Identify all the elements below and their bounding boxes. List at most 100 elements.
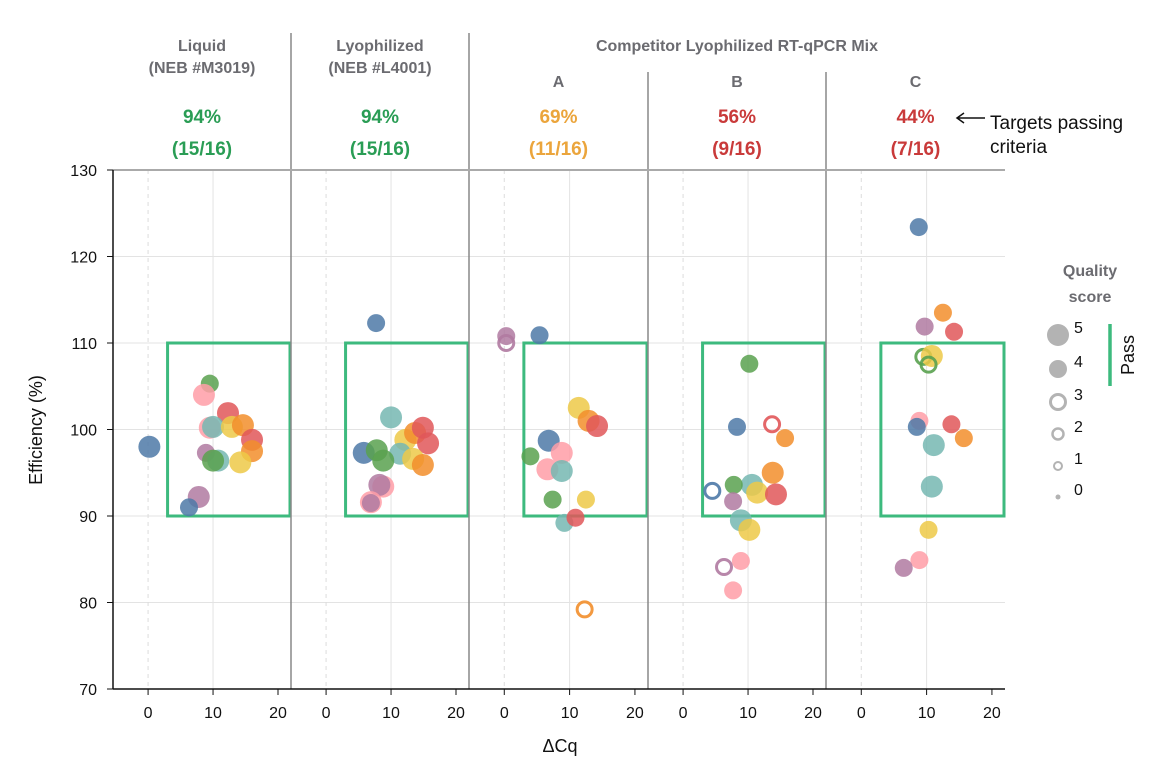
data-point-pink: [731, 551, 750, 570]
data-point-green: [740, 354, 759, 373]
x-tick-label: 0: [144, 705, 153, 722]
arrow-left-icon: [955, 112, 985, 124]
data-point-teal: [922, 434, 945, 457]
data-point-yellow: [738, 518, 761, 541]
pass-region-box: [522, 341, 649, 518]
x-tick-label: 20: [269, 705, 287, 722]
data-point-purple: [894, 558, 913, 577]
panel-title: A: [553, 74, 565, 91]
data-point-orange: [776, 429, 795, 448]
data-point-blue: [367, 314, 386, 333]
x-tick-label: 0: [322, 705, 331, 722]
data-point-purple: [724, 492, 743, 511]
pass-region-box: [879, 341, 1006, 518]
data-point-orange: [575, 600, 594, 619]
data-point-yellow: [576, 490, 595, 509]
data-point-orange: [761, 461, 784, 484]
panel-subtitle: (NEB #L4001): [328, 60, 431, 77]
panel-3: 0 10 20 A 69% (11/16): [497, 74, 649, 722]
pass-fraction: (11/16): [529, 139, 588, 160]
data-point-orange: [954, 429, 973, 448]
data-point-blue: [703, 481, 722, 500]
data-point-pink: [192, 383, 215, 406]
data-point-blue: [728, 417, 746, 436]
x-tick-label: 20: [983, 705, 1001, 722]
data-point-purple: [361, 494, 380, 513]
data-point-yellow: [919, 520, 938, 539]
data-point-green: [724, 475, 743, 494]
x-axis-label: ΔCq: [542, 736, 577, 756]
pass-region-box: [344, 341, 470, 518]
x-tick-label: 20: [804, 705, 822, 722]
data-point-red: [586, 415, 609, 438]
x-tick-label: 10: [918, 705, 936, 722]
data-point-purple: [368, 473, 391, 496]
data-point-green: [521, 447, 540, 466]
data-point-purple: [915, 317, 934, 336]
data-point-red: [417, 432, 440, 455]
data-point-blue: [138, 435, 161, 458]
pass-fraction: (7/16): [891, 139, 941, 160]
legend-marker-2: [1051, 427, 1065, 441]
data-point-pink: [724, 581, 743, 600]
legend-label: 2: [1074, 419, 1083, 436]
pass-region-box: [166, 341, 292, 518]
y-tick-label: 90: [79, 509, 97, 526]
y-axis-label: Efficiency (%): [26, 375, 46, 485]
legend-marker-0: [1055, 494, 1061, 500]
panel-5: 0 10 20 C 44% (7/16): [857, 74, 1006, 722]
legend-marker-1: [1053, 461, 1063, 471]
quality-legend: Quality score 5 4 3 2 1 0 Pass: [1047, 263, 1138, 500]
data-point-yellow: [746, 481, 769, 504]
x-tick-label: 0: [500, 705, 509, 722]
pass-percentage: 94%: [183, 107, 221, 128]
pass-percentage: 94%: [361, 107, 399, 128]
y-tick-label: 80: [79, 596, 97, 613]
pass-legend-label: Pass: [1118, 335, 1138, 375]
legend-marker-4: [1049, 360, 1067, 378]
legend-label: 0: [1074, 482, 1083, 499]
x-tick-label: 10: [561, 705, 579, 722]
data-point-red: [942, 415, 961, 434]
y-tick-label: 130: [70, 163, 97, 180]
x-tick-label: 0: [679, 705, 688, 722]
data-point-purple: [715, 558, 734, 577]
data-point-red: [763, 415, 782, 434]
data-point-red: [566, 508, 585, 527]
legend-marker-5: [1047, 324, 1069, 346]
data-point-yellow: [229, 451, 252, 474]
legend-label: 1: [1074, 451, 1083, 468]
panel-1: 0 10 20 Liquid (NEB #M3019) 94% (15/16): [138, 38, 292, 722]
panel-title: B: [731, 74, 743, 91]
data-point-orange: [411, 453, 434, 476]
data-point-green: [372, 449, 395, 472]
pass-fraction: (15/16): [350, 139, 410, 160]
data-point-green: [919, 355, 938, 374]
y-tick-label: 110: [71, 336, 97, 353]
data-point-teal: [920, 475, 943, 498]
data-point-green: [543, 490, 562, 509]
panel-2: 0 10 20 Lyophilized (NEB #L4001) 94% (15/16): [322, 38, 470, 722]
data-point-blue: [909, 218, 928, 237]
data-point-teal: [380, 406, 403, 429]
data-point-red: [764, 483, 787, 506]
panel-title: Lyophilized: [336, 38, 423, 55]
x-tick-label: 20: [447, 705, 465, 722]
data-point-red: [945, 322, 964, 341]
pass-percentage: 69%: [539, 107, 577, 128]
y-tick-label: 120: [70, 250, 97, 267]
data-point-teal: [550, 460, 573, 483]
data-point-blue: [907, 417, 926, 436]
panel-title: Liquid: [178, 38, 226, 55]
legend-title: Quality: [1063, 263, 1117, 280]
data-point-orange: [933, 303, 952, 322]
legend-label: 4: [1074, 354, 1083, 371]
group-title: Competitor Lyophilized RT-qPCR Mix: [596, 38, 878, 55]
data-point-purple: [497, 334, 516, 352]
data-point-green: [202, 449, 225, 472]
legend-label: 3: [1074, 387, 1083, 404]
x-tick-label: 0: [857, 705, 866, 722]
legend-title: score: [1069, 289, 1112, 306]
panel-title: C: [910, 74, 922, 91]
pass-fraction: (9/16): [712, 139, 762, 160]
